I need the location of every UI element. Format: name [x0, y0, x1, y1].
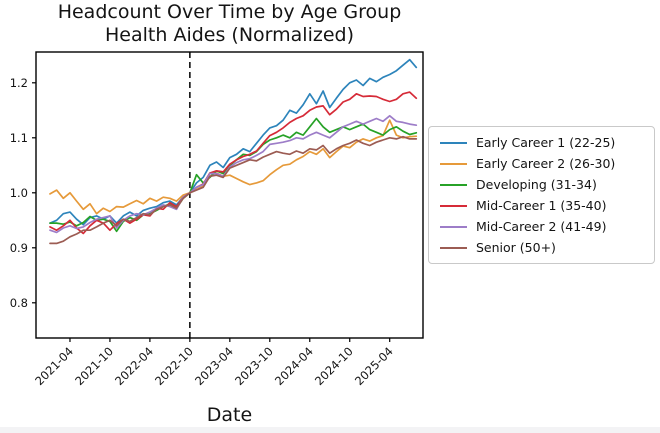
series-line-4	[49, 114, 418, 234]
legend-item: Developing (31-34)	[440, 177, 654, 192]
x-tick-label: 2023-04	[192, 344, 236, 388]
x-tick-label: 2022-10	[152, 344, 196, 388]
legend-item: Early Career 1 (22-25)	[440, 135, 654, 150]
chart-title-line1: Headcount Over Time by Age Group	[57, 1, 402, 23]
chart-title: Headcount Over Time by Age Group Health …	[36, 1, 423, 47]
x-tick-label: 2024-10	[312, 344, 356, 388]
series-line-2	[49, 117, 418, 233]
y-tick-label: 1.1	[10, 131, 28, 145]
legend-swatch	[440, 225, 467, 228]
x-axis-label: Date	[207, 404, 252, 426]
legend-label: Senior (50+)	[476, 240, 556, 255]
legend-label: Mid-Career 1 (35-40)	[476, 198, 607, 213]
legend: Early Career 1 (22-25) Early Career 2 (26…	[428, 126, 655, 264]
x-tick-label: 2021-04	[32, 344, 76, 388]
y-tick-label: 0.8	[10, 296, 28, 310]
series-line-1	[49, 119, 418, 215]
legend-swatch	[440, 183, 467, 186]
series-line-5	[49, 135, 418, 245]
legend-label: Mid-Career 2 (41-49)	[476, 219, 607, 234]
y-tick-label: 1.2	[10, 76, 28, 90]
y-tick-label: 0.9	[10, 241, 28, 255]
legend-item: Mid-Career 2 (41-49)	[440, 219, 654, 234]
legend-label: Early Career 1 (22-25)	[476, 135, 616, 150]
legend-label: Early Career 2 (26-30)	[476, 156, 616, 171]
y-tick-label: 1.0	[10, 186, 28, 200]
chart-title-line2: Health Aides (Normalized)	[105, 24, 354, 47]
x-tick-label: 2022-04	[112, 344, 156, 388]
background-strip	[0, 427, 660, 433]
legend-swatch	[440, 141, 467, 144]
series-line-3	[49, 91, 418, 235]
x-tick-label: 2024-04	[272, 344, 316, 388]
legend-label: Developing (31-34)	[476, 177, 597, 192]
legend-item: Mid-Career 1 (35-40)	[440, 198, 654, 213]
legend-swatch	[440, 204, 467, 207]
x-tick-label: 2023-10	[232, 344, 276, 388]
legend-item: Early Career 2 (26-30)	[440, 156, 654, 171]
legend-item: Senior (50+)	[440, 240, 654, 255]
x-tick-label: 2025-04	[352, 344, 396, 388]
legend-swatch	[440, 162, 467, 165]
x-tick-label: 2021-10	[72, 344, 116, 388]
plot-border	[35, 51, 424, 339]
legend-swatch	[440, 246, 467, 249]
